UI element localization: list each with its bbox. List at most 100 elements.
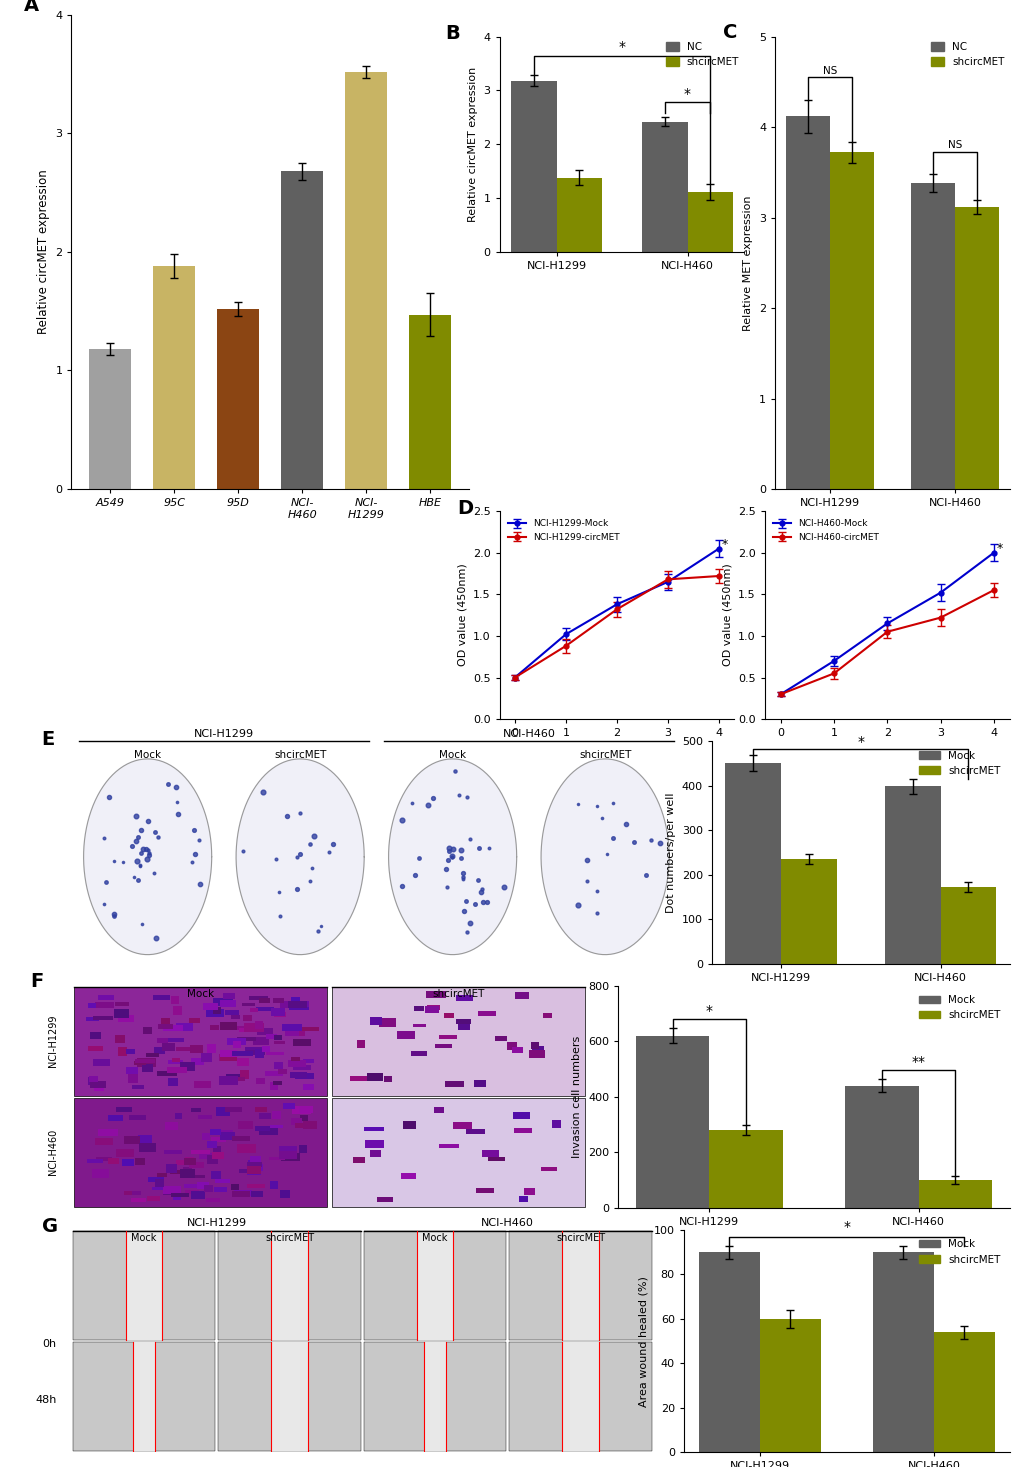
Bar (207, 1155, 218, 1163)
Bar (231, 1191, 250, 1197)
Bar (183, 1184, 202, 1188)
Y-axis label: Relative MET expression: Relative MET expression (743, 195, 753, 330)
Bar (165, 1165, 176, 1174)
Bar (116, 1149, 133, 1156)
Bar (189, 1162, 204, 1168)
Bar (172, 1006, 181, 1015)
Bar (99, 995, 114, 1000)
Text: NCI-H1299: NCI-H1299 (49, 1015, 58, 1068)
Bar (273, 1036, 281, 1040)
Bar (370, 1150, 380, 1157)
Bar (226, 1074, 245, 1078)
Text: **: ** (911, 1055, 925, 1069)
Bar (131, 1197, 146, 1201)
Bar (259, 998, 270, 1002)
Text: *: * (684, 87, 690, 101)
Text: B: B (445, 23, 460, 43)
Bar (93, 1017, 113, 1020)
Text: NS: NS (821, 66, 836, 76)
Bar (207, 1141, 216, 1149)
Bar (92, 1169, 109, 1178)
Text: NCI-H460: NCI-H460 (502, 729, 554, 739)
Bar (88, 1002, 96, 1008)
Bar (143, 1027, 152, 1034)
Bar (91, 1081, 106, 1089)
Bar (146, 1053, 159, 1058)
Text: shcircMET: shcircMET (555, 1234, 604, 1243)
Bar (247, 1166, 261, 1175)
Bar (207, 1045, 216, 1053)
Bar (174, 1112, 182, 1119)
Bar (403, 1121, 416, 1128)
Bar (88, 1046, 103, 1050)
Bar (283, 1103, 294, 1109)
Bar (424, 1342, 445, 1451)
Text: *: * (618, 41, 625, 54)
Polygon shape (84, 758, 212, 955)
Bar (933, 1332, 994, 1452)
Bar (189, 1018, 200, 1022)
Bar (90, 1033, 101, 1039)
Bar (288, 1003, 309, 1011)
Bar (233, 1039, 243, 1045)
Bar (221, 1130, 233, 1134)
Bar (294, 1122, 304, 1128)
Bar (364, 1231, 505, 1339)
Text: Mock: Mock (133, 750, 161, 760)
Bar (191, 1058, 204, 1065)
Bar (466, 1130, 484, 1134)
Legend: Mock, shcircMET: Mock, shcircMET (914, 990, 1004, 1024)
Bar (237, 1058, 249, 1067)
Bar (116, 1106, 132, 1112)
Bar (345, 72, 386, 489)
Bar (281, 172, 323, 489)
Bar (230, 1015, 239, 1020)
Bar (255, 1021, 263, 1030)
Bar (98, 1130, 117, 1135)
Bar (219, 1056, 236, 1061)
Polygon shape (235, 758, 364, 955)
Bar (88, 1077, 98, 1086)
Text: NCI-H460: NCI-H460 (481, 1218, 534, 1228)
Text: Mock: Mock (186, 989, 214, 999)
Bar (153, 995, 169, 1000)
Bar (506, 1042, 517, 1050)
Bar (556, 178, 602, 252)
Bar (759, 1319, 820, 1452)
Bar (513, 1112, 529, 1119)
Bar (118, 1047, 127, 1056)
Bar (250, 1008, 258, 1012)
Bar (123, 1137, 140, 1144)
Bar (278, 1146, 297, 1150)
Legend: Mock, shcircMET: Mock, shcircMET (914, 1235, 1004, 1269)
Bar (213, 999, 232, 1006)
Bar (370, 1017, 381, 1025)
Bar (222, 993, 235, 999)
Bar (171, 1058, 180, 1062)
Bar (87, 1159, 103, 1163)
Bar (210, 1130, 221, 1135)
Bar (274, 1012, 285, 1017)
Bar (89, 1075, 98, 1083)
Bar (163, 1187, 180, 1194)
Bar (255, 1108, 266, 1112)
X-axis label: Times(days): Times(days) (582, 744, 650, 754)
Bar (781, 860, 837, 964)
Bar (162, 1187, 179, 1194)
Bar (224, 1009, 238, 1015)
Bar (253, 1037, 269, 1045)
Bar (182, 1166, 192, 1171)
Bar (163, 1024, 182, 1031)
Bar (247, 1184, 265, 1188)
Bar (226, 1039, 247, 1045)
Bar (508, 1342, 651, 1451)
Bar (212, 1152, 224, 1159)
Bar (299, 1106, 313, 1113)
Y-axis label: Invasion cell numbers: Invasion cell numbers (572, 1036, 582, 1157)
Text: NCI-H1299: NCI-H1299 (194, 729, 254, 739)
Bar (303, 1084, 314, 1090)
Bar (271, 1008, 285, 1015)
Bar (252, 1191, 263, 1197)
Bar (158, 1024, 173, 1030)
Bar (272, 999, 284, 1002)
